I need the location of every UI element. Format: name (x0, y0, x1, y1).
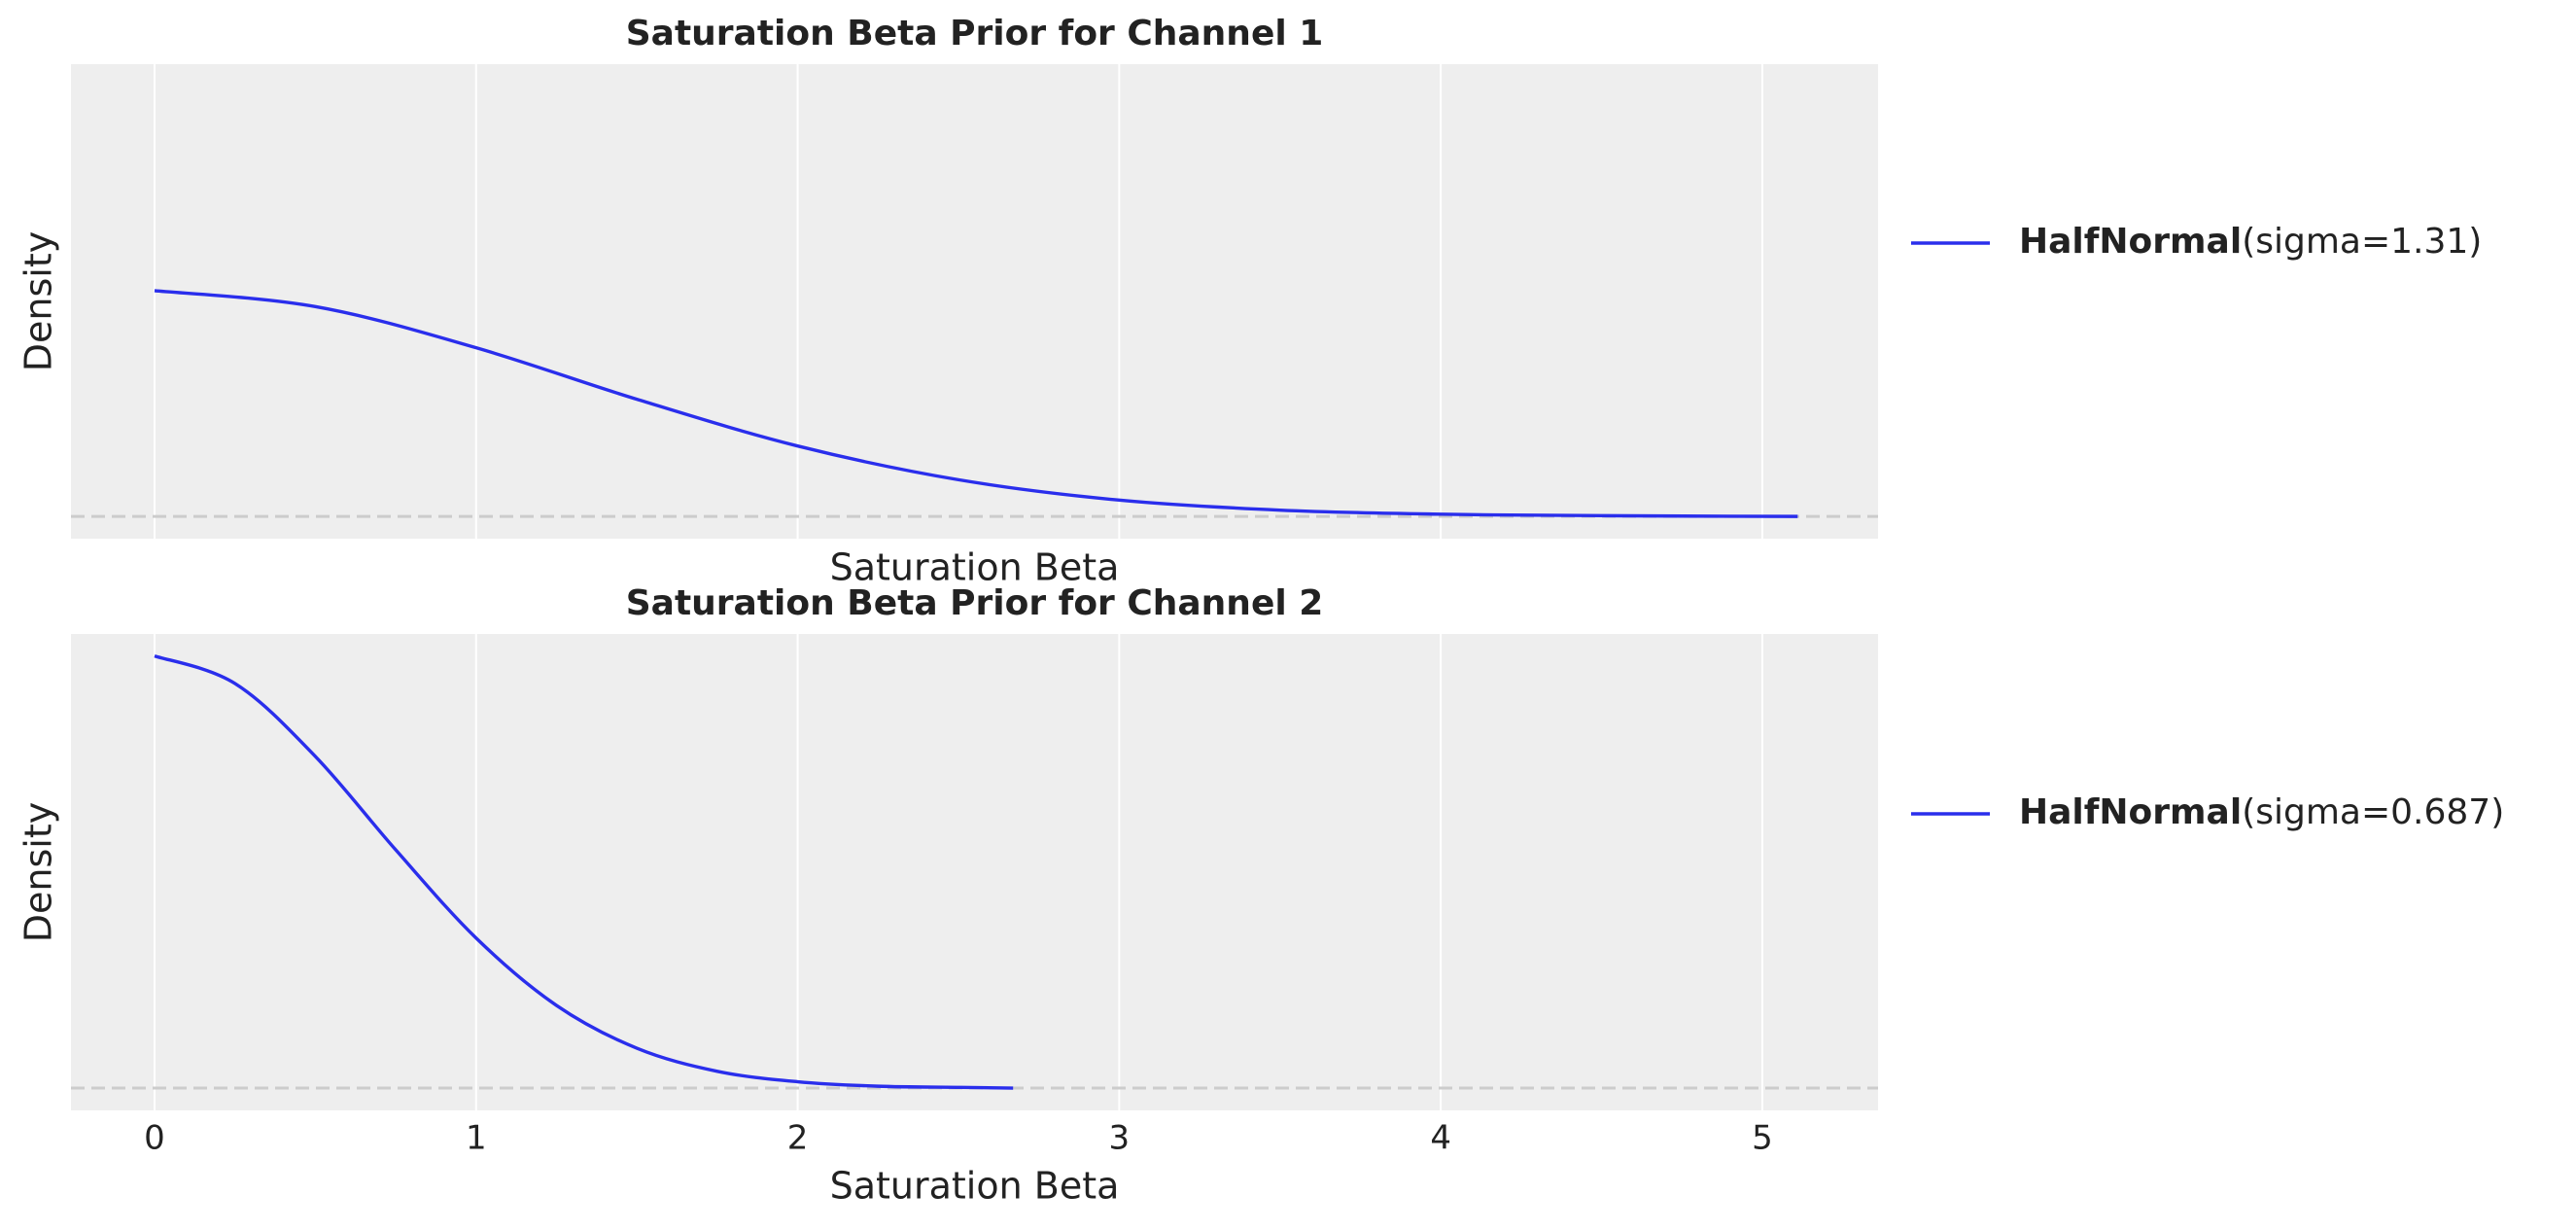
plot-background (71, 64, 1878, 539)
chart-title: Saturation Beta Prior for Channel 2 (626, 583, 1324, 623)
y-axis-label: Density (17, 802, 60, 942)
x-tick-label: 4 (1430, 1119, 1451, 1158)
chart-title: Saturation Beta Prior for Channel 1 (626, 14, 1324, 53)
x-tick-label: 1 (466, 1119, 487, 1158)
density-line (154, 289, 1798, 518)
x-axis-label: Saturation Beta (830, 1165, 1120, 1208)
legend-label: HalfNormal(sigma=1.31) (2019, 222, 2482, 262)
x-tick-label: 2 (787, 1119, 809, 1158)
x-tick-label: 0 (144, 1119, 165, 1158)
density-line (154, 653, 1014, 1090)
x-tick-label: 3 (1109, 1119, 1131, 1158)
plot-background (71, 634, 1878, 1110)
y-axis-label: Density (17, 231, 60, 371)
x-axis-label: Saturation Beta (830, 546, 1120, 589)
legend-label: HalfNormal(sigma=0.687) (2019, 792, 2504, 832)
x-tick-label: 5 (1752, 1119, 1773, 1158)
